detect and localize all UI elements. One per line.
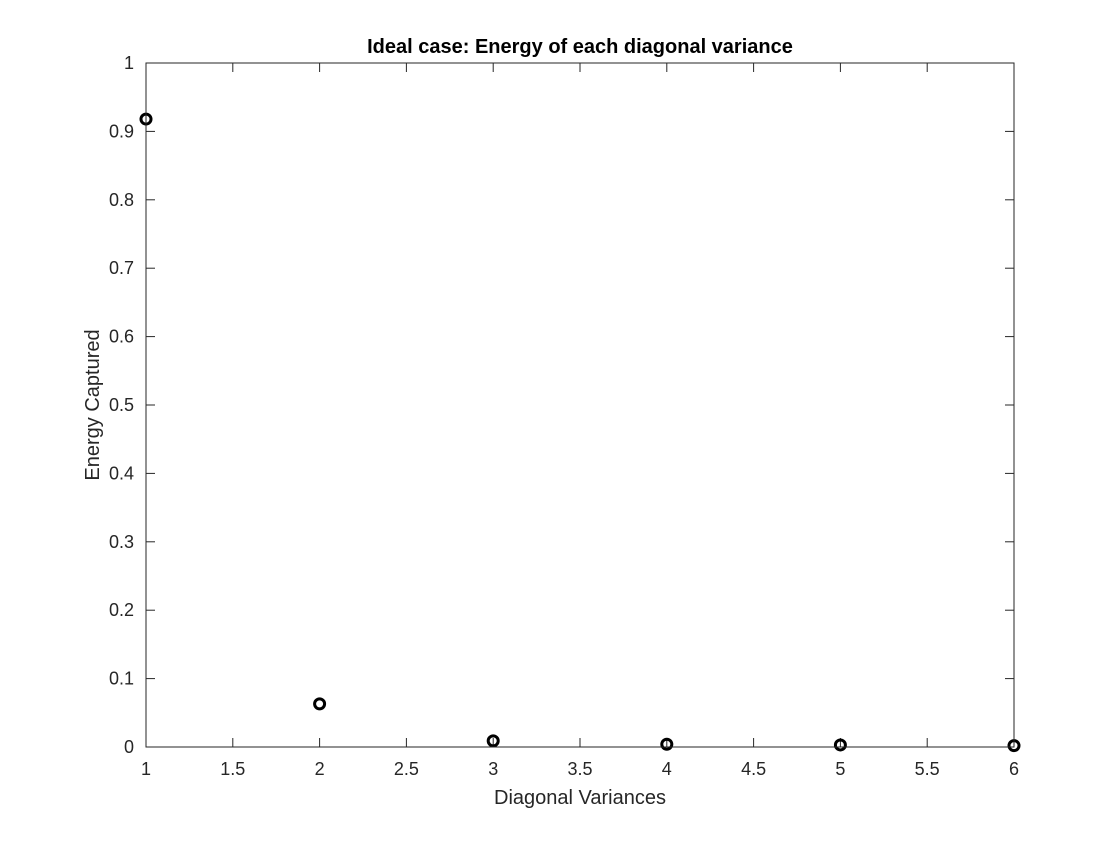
y-tick-label: 0.6 [109, 327, 134, 347]
x-tick-label: 1.5 [220, 759, 245, 779]
y-tick-label: 1 [124, 53, 134, 73]
data-point [660, 737, 674, 751]
y-tick-label: 0.9 [109, 121, 134, 141]
y-tick-label: 0.7 [109, 258, 134, 278]
axis-tick-labels: 1 1.5 2 2.5 3 3.5 4 4.5 5 5.5 6 0 0.1 0.2 0.3 0.4 0.5 0.6… [109, 53, 1019, 779]
plot-background [146, 63, 1014, 747]
y-tick-label: 0.2 [109, 600, 134, 620]
y-tick-label: 0.4 [109, 463, 134, 483]
x-tick-label: 5.5 [915, 759, 940, 779]
x-tick-label: 3 [488, 759, 498, 779]
x-tick-label: 4.5 [741, 759, 766, 779]
x-tick-label: 2.5 [394, 759, 419, 779]
x-tick-label: 1 [141, 759, 151, 779]
data-point [833, 738, 847, 752]
y-tick-label: 0.3 [109, 532, 134, 552]
data-point [486, 734, 500, 748]
x-tick-label: 4 [662, 759, 672, 779]
chart-title: Ideal case: Energy of each diagonal vari… [367, 36, 793, 58]
y-tick-label: 0.5 [109, 395, 134, 415]
x-tick-label: 5 [835, 759, 845, 779]
data-point [313, 697, 327, 711]
plot-frame [145, 62, 1015, 748]
y-tick-label: 0 [124, 737, 134, 757]
y-axis-label: Energy Captured [82, 329, 104, 480]
x-tick-label: 2 [315, 759, 325, 779]
y-tick-label: 0.8 [109, 190, 134, 210]
y-tick-label: 0.1 [109, 669, 134, 689]
x-axis-label: Diagonal Variances [494, 787, 666, 809]
x-tick-label: 3.5 [567, 759, 592, 779]
x-tick-label: 6 [1009, 759, 1019, 779]
